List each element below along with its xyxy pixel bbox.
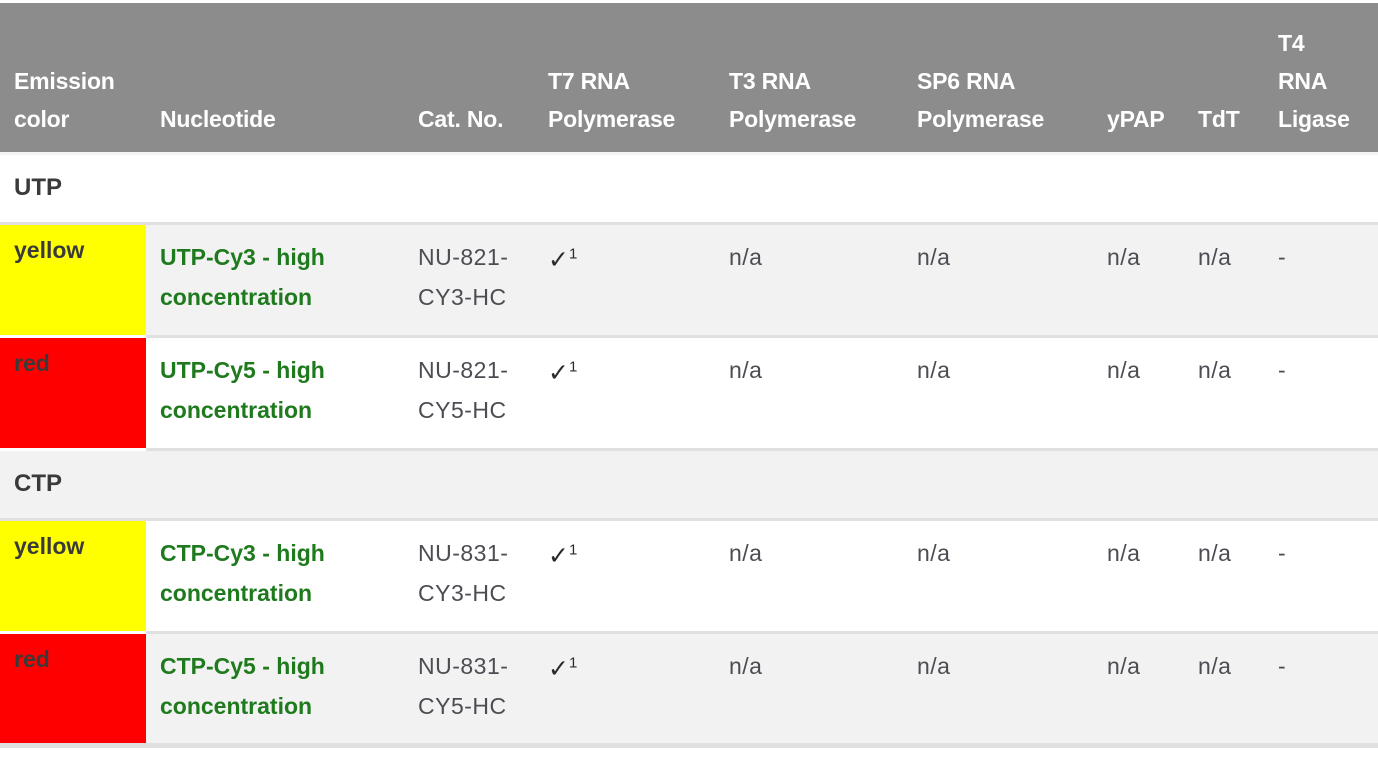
footnote-marker: 1 <box>568 654 578 672</box>
emission-color-label: red <box>14 645 50 672</box>
t7-polymerase-cell: ✓1 <box>534 632 715 747</box>
nucleotide-cell: UTP-Cy3 - high concentration <box>146 223 404 338</box>
ypap-cell: n/a <box>1093 336 1184 451</box>
t3-polymerase-cell: n/a <box>715 336 903 451</box>
t4-rna-ligase-cell: - <box>1264 336 1378 451</box>
emission-color-cell: yellow <box>0 519 146 634</box>
table-row: yellow CTP-Cy3 - high concentration NU-8… <box>0 519 1378 634</box>
t3-polymerase-cell: n/a <box>715 519 903 634</box>
ypap-cell: n/a <box>1093 519 1184 634</box>
ypap-cell: n/a <box>1093 632 1184 747</box>
nucleotide-link[interactable]: UTP-Cy5 - high concentration <box>160 356 325 423</box>
cat-no-cell: NU-831- CY3-HC <box>404 519 534 634</box>
t4-rna-ligase-cell: - <box>1264 519 1378 634</box>
table-header: Emission color Nucleotide Cat. No. T7 RN… <box>0 3 1378 155</box>
footnote-marker: 1 <box>568 358 578 376</box>
footnote-marker: 1 <box>568 541 578 559</box>
col-header-sp6-rna-polymerase: SP6 RNA Polymerase <box>903 3 1093 155</box>
header-row: Emission color Nucleotide Cat. No. T7 RN… <box>0 3 1378 155</box>
sp6-polymerase-cell: n/a <box>903 223 1093 338</box>
section-title: UTP <box>0 153 1378 225</box>
nucleotide-compatibility-table: Emission color Nucleotide Cat. No. T7 RN… <box>0 3 1378 748</box>
sp6-polymerase-cell: n/a <box>903 336 1093 451</box>
col-header-tdt: TdT <box>1184 3 1264 155</box>
nucleotide-cell: CTP-Cy3 - high concentration <box>146 519 404 634</box>
sp6-polymerase-cell: n/a <box>903 632 1093 747</box>
t7-polymerase-cell: ✓1 <box>534 223 715 338</box>
nucleotide-link[interactable]: CTP-Cy3 - high concentration <box>160 539 325 606</box>
emission-color-label: red <box>14 349 50 376</box>
emission-color-cell: red <box>0 632 146 747</box>
table-row: red UTP-Cy5 - high concentration NU-821-… <box>0 336 1378 451</box>
footnote-marker: 1 <box>568 245 578 263</box>
checkmark: ✓1 <box>548 245 578 274</box>
checkmark: ✓1 <box>548 654 578 683</box>
emission-color-cell: yellow <box>0 223 146 338</box>
emission-color-label: yellow <box>14 236 85 263</box>
nucleotide-cell: CTP-Cy5 - high concentration <box>146 632 404 747</box>
col-header-t3-rna-polymerase: T3 RNA Polymerase <box>715 3 903 155</box>
t7-polymerase-cell: ✓1 <box>534 336 715 451</box>
col-header-emission-color: Emission color <box>0 3 146 155</box>
checkmark: ✓1 <box>548 541 578 570</box>
nucleotide-link[interactable]: CTP-Cy5 - high concentration <box>160 652 325 719</box>
t3-polymerase-cell: n/a <box>715 632 903 747</box>
tdt-cell: n/a <box>1184 336 1264 451</box>
table-row: red CTP-Cy5 - high concentration NU-831-… <box>0 632 1378 747</box>
tdt-cell: n/a <box>1184 632 1264 747</box>
checkmark: ✓1 <box>548 358 578 387</box>
col-header-nucleotide: Nucleotide <box>146 3 404 155</box>
cat-no-cell: NU-831- CY5-HC <box>404 632 534 747</box>
emission-color-cell: red <box>0 336 146 451</box>
col-header-cat-no: Cat. No. <box>404 3 534 155</box>
t3-polymerase-cell: n/a <box>715 223 903 338</box>
cat-no-cell: NU-821- CY3-HC <box>404 223 534 338</box>
section-row-ctp: CTP <box>0 449 1378 521</box>
cat-no-cell: NU-821- CY5-HC <box>404 336 534 451</box>
col-header-t4-rna-ligase: T4 RNA Ligase <box>1264 3 1378 155</box>
sp6-polymerase-cell: n/a <box>903 519 1093 634</box>
ypap-cell: n/a <box>1093 223 1184 338</box>
table-row: yellow UTP-Cy3 - high concentration NU-8… <box>0 223 1378 338</box>
t7-polymerase-cell: ✓1 <box>534 519 715 634</box>
col-header-ypap: yPAP <box>1093 3 1184 155</box>
t4-rna-ligase-cell: - <box>1264 223 1378 338</box>
tdt-cell: n/a <box>1184 223 1264 338</box>
col-header-t7-rna-polymerase: T7 RNA Polymerase <box>534 3 715 155</box>
section-row-utp: UTP <box>0 153 1378 225</box>
emission-color-label: yellow <box>14 532 85 559</box>
section-title: CTP <box>0 449 1378 521</box>
nucleotide-cell: UTP-Cy5 - high concentration <box>146 336 404 451</box>
tdt-cell: n/a <box>1184 519 1264 634</box>
nucleotide-link[interactable]: UTP-Cy3 - high concentration <box>160 243 325 310</box>
t4-rna-ligase-cell: - <box>1264 632 1378 747</box>
